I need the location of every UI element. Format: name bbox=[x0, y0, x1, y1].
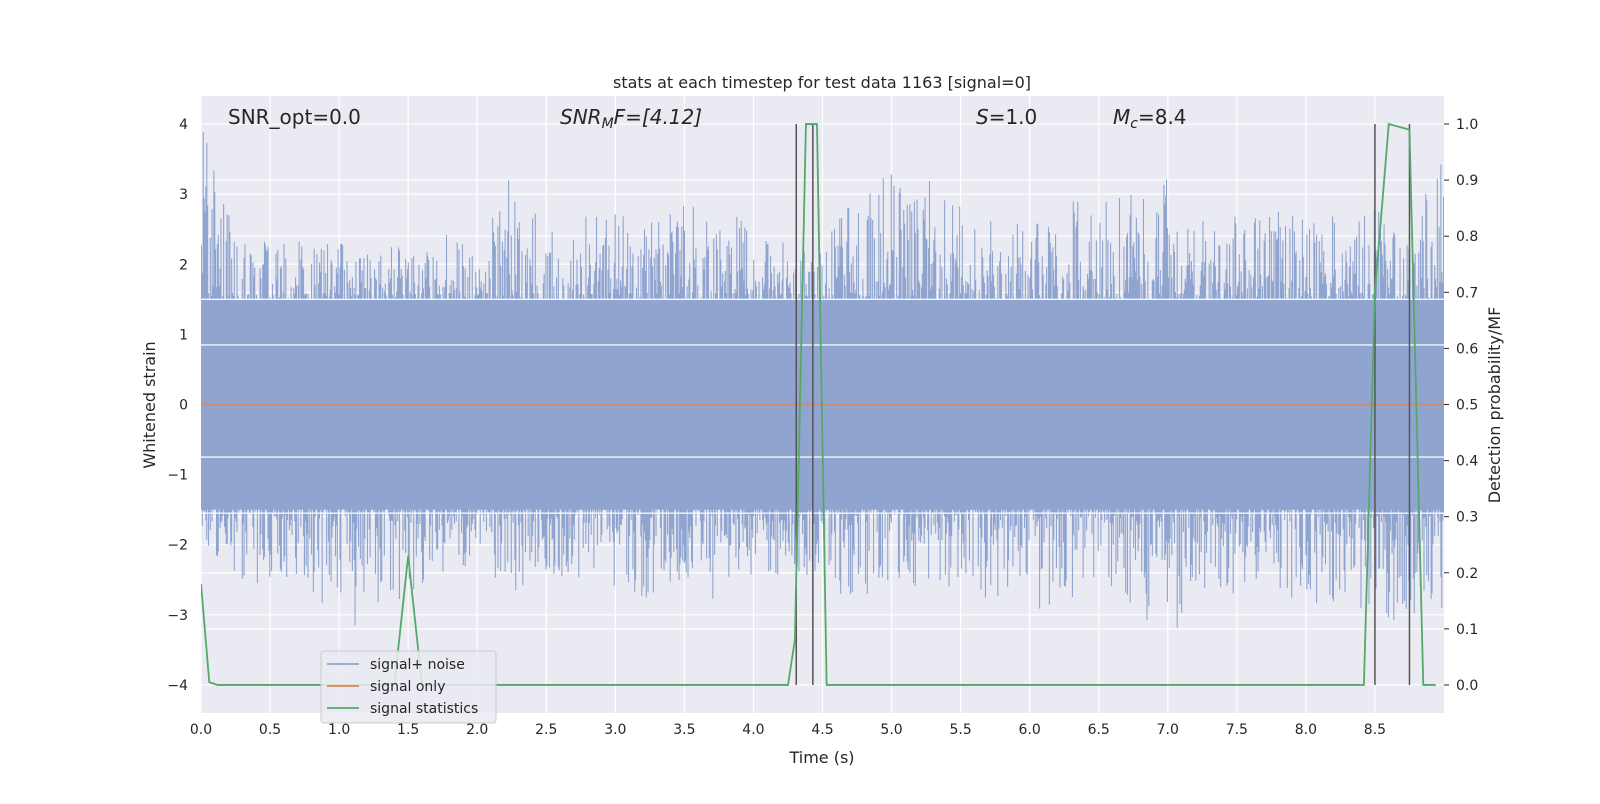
annotation-mc: Mc=8.4 bbox=[1113, 105, 1187, 132]
y-left-tick-label: −3 bbox=[167, 608, 188, 624]
x-axis-ticks: 0.0 0.5 1.0 1.5 2.0 2.5 3.0 3.5 4.0 4.5 5.0 5.5 6.0 6… bbox=[190, 722, 1386, 738]
annotation-snr-mf: SNRMF=[4.12] bbox=[560, 105, 702, 132]
x-axis-label: Time (s) bbox=[788, 748, 854, 767]
x-tick-label: 2.5 bbox=[535, 722, 557, 738]
y-right-tick-label: 0.5 bbox=[1456, 398, 1478, 414]
legend-box bbox=[320, 650, 497, 724]
x-tick-label: 2.0 bbox=[466, 722, 488, 738]
y-left-tick-label: −1 bbox=[167, 468, 188, 484]
y-axis-left-label: Whitened strain bbox=[140, 341, 159, 468]
annotation-snr-opt: SNR_opt=0.0 bbox=[228, 105, 361, 129]
annotation-s: S=1.0 bbox=[976, 105, 1037, 129]
chart-title: stats at each timestep for test data 116… bbox=[613, 73, 1031, 92]
x-tick-label: 6.0 bbox=[1019, 722, 1041, 738]
y-left-tick-label: 3 bbox=[179, 187, 188, 203]
x-tick-label: 1.0 bbox=[328, 722, 350, 738]
x-tick-label: 8.0 bbox=[1295, 722, 1317, 738]
y-axis-right-ticks: 1.0 0.9 0.8 0.7 0.6 0.5 0.4 0.3 0.2 0.1 0.0 bbox=[1444, 117, 1478, 694]
y-right-tick-label: 0.9 bbox=[1456, 173, 1478, 189]
x-tick-label: 6.5 bbox=[1088, 722, 1110, 738]
x-tick-label: 4.5 bbox=[811, 722, 833, 738]
y-left-tick-label: 4 bbox=[179, 117, 188, 133]
y-axis-right-label: Detection probability/MF bbox=[1485, 307, 1504, 504]
x-tick-label: 1.5 bbox=[397, 722, 419, 738]
x-tick-label: 0.0 bbox=[190, 722, 212, 738]
y-left-tick-label: 2 bbox=[179, 257, 188, 273]
x-tick-label: 4.0 bbox=[742, 722, 764, 738]
y-right-tick-label: 0.3 bbox=[1456, 510, 1478, 526]
x-tick-label: 7.0 bbox=[1157, 722, 1179, 738]
y-axis-left-ticks: 4 3 2 1 0 −1 −2 −3 −4 bbox=[167, 117, 188, 694]
y-left-tick-label: −4 bbox=[167, 678, 188, 694]
legend-label-signal-only: signal only bbox=[370, 679, 445, 695]
y-right-tick-label: 0.2 bbox=[1456, 566, 1478, 582]
x-tick-label: 5.0 bbox=[880, 722, 902, 738]
x-tick-label: 5.5 bbox=[949, 722, 971, 738]
y-right-tick-label: 0.4 bbox=[1456, 454, 1478, 470]
y-left-tick-label: 0 bbox=[179, 398, 188, 414]
x-tick-label: 0.5 bbox=[259, 722, 281, 738]
y-right-tick-label: 0.8 bbox=[1456, 229, 1478, 245]
y-right-tick-label: 0.1 bbox=[1456, 622, 1478, 638]
y-right-tick-label: 0.0 bbox=[1456, 678, 1478, 694]
y-left-tick-label: −2 bbox=[167, 538, 188, 554]
legend-label-noise: signal+ noise bbox=[370, 657, 465, 673]
y-right-tick-label: 0.6 bbox=[1456, 341, 1478, 357]
y-left-tick-label: 1 bbox=[179, 327, 188, 343]
y-right-tick-label: 0.7 bbox=[1456, 285, 1478, 301]
legend-label-statistics: signal statistics bbox=[370, 701, 478, 717]
x-tick-label: 8.5 bbox=[1364, 722, 1386, 738]
x-tick-label: 3.0 bbox=[604, 722, 626, 738]
x-tick-label: 7.5 bbox=[1226, 722, 1248, 738]
y-right-tick-label: 1.0 bbox=[1456, 117, 1478, 133]
x-tick-label: 3.5 bbox=[673, 722, 695, 738]
legend: signal+ noise signal only signal statist… bbox=[320, 650, 497, 724]
